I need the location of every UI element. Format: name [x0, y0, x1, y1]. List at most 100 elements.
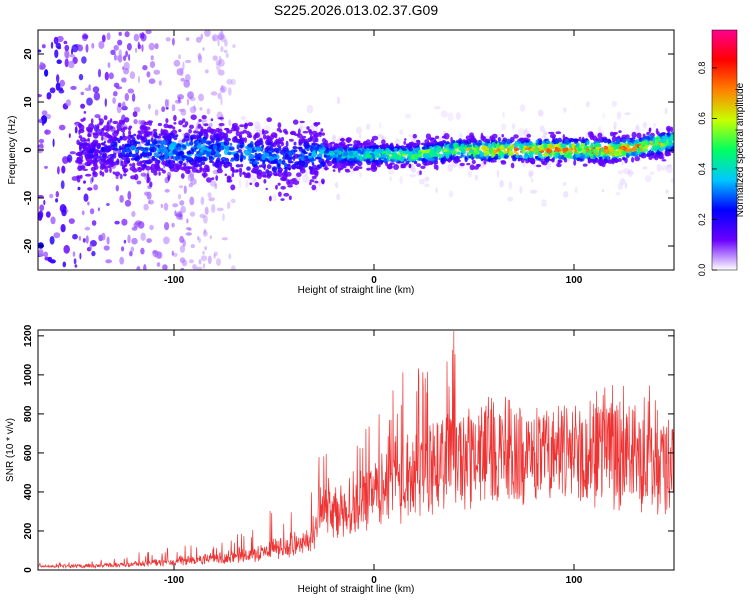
spectrogram-cell — [187, 156, 192, 160]
spectrogram-cell — [170, 141, 177, 148]
spectrogram-cell — [474, 145, 478, 148]
spectrogram-cell — [171, 104, 176, 112]
colorbar-label: Normalized spectral amplitude — [735, 82, 746, 217]
spectrogram-cell — [318, 180, 321, 187]
spectrogram-cell — [366, 142, 371, 147]
spectrogram-cell — [634, 155, 640, 162]
spectrogram-cell — [203, 228, 206, 235]
spectrogram-cell — [199, 213, 206, 219]
spectrogram-cell — [267, 135, 270, 142]
spectrogram-cell — [136, 161, 142, 167]
spectrogram-cell — [129, 250, 133, 257]
spectrogram-cell — [311, 158, 317, 162]
x-tick-label: 100 — [566, 275, 583, 286]
spectrogram-cell — [103, 115, 108, 121]
spectrogram-cell — [640, 152, 647, 159]
spectrogram-cell — [198, 119, 202, 122]
spectrogram-cell — [198, 163, 203, 168]
spectrogram-cell — [491, 142, 497, 148]
spectrogram-cell — [123, 55, 127, 61]
spectrogram-cell — [242, 129, 248, 134]
spectrogram-cell — [235, 130, 240, 137]
spectrogram-cell — [519, 186, 523, 194]
spectrogram-cell — [158, 171, 161, 176]
y-tick-label: 0 — [23, 147, 34, 153]
spectrogram-cell — [127, 234, 131, 244]
spectrogram-cell — [480, 132, 484, 139]
spectrogram-cell — [613, 159, 619, 162]
spectrogram-cell — [180, 267, 185, 270]
spectrogram-cell — [68, 218, 75, 225]
colorbar-ticks: 0.0 0.2 0.4 0.6 0.8 — [697, 62, 717, 276]
spectrogram-cell — [73, 258, 77, 265]
spectrogram-cell — [297, 128, 301, 135]
spectrogram-cell — [291, 164, 296, 170]
spectrogram-cell — [69, 151, 76, 155]
spectrogram-cell — [612, 132, 616, 138]
spectrogram-cell — [366, 167, 371, 171]
spectrogram-cell — [153, 152, 160, 158]
spectrogram-cell — [226, 161, 230, 165]
spectrogram-cell — [189, 211, 196, 217]
spectrogram-cell — [162, 146, 167, 151]
spectrogram-cell — [617, 182, 624, 191]
spectrogram-cell — [554, 139, 560, 144]
spectrogram-cell — [645, 175, 652, 183]
spectrogram-cell — [541, 199, 547, 208]
spectrogram-cell — [98, 155, 103, 160]
spectrogram-cell — [381, 139, 386, 145]
spectrogram-cell — [482, 136, 487, 143]
spectrogram-cell — [635, 124, 640, 130]
colorbar-tick-label: 0.2 — [697, 213, 707, 226]
spectrogram-cell — [246, 172, 251, 177]
spectrogram-cell — [191, 167, 199, 173]
spectrogram-cell — [83, 193, 89, 202]
spectrogram-cell — [626, 143, 630, 148]
spectrogram-cell — [455, 155, 460, 162]
spectrogram-cell — [128, 129, 132, 136]
spectrogram-cell — [130, 134, 134, 138]
spectrogram-cell — [141, 124, 146, 130]
spectrogram-cell — [322, 138, 327, 143]
spectrogram-cell — [554, 152, 559, 158]
spectrogram-cell — [145, 126, 151, 131]
spectrogram-cell — [553, 143, 560, 147]
spectrogram-cell — [114, 220, 120, 225]
spectrogram-cell — [573, 138, 579, 144]
spectrogram-cell — [122, 101, 126, 109]
spectrogram-cell — [302, 174, 309, 184]
spectrogram-cell — [356, 140, 360, 144]
spectrogram-cell — [357, 160, 363, 167]
spectrogram-cell — [412, 133, 417, 139]
spectrogram-cell — [500, 144, 503, 150]
spectrogram-cell — [373, 145, 379, 149]
spectrogram-cell — [417, 154, 423, 158]
spectrogram-cell — [649, 149, 652, 154]
spectrogram-cell — [519, 104, 526, 112]
spectrogram-cell — [501, 123, 507, 131]
spectrogram-cell — [298, 162, 305, 166]
spectrogram-cell — [555, 131, 562, 135]
spectrogram-cell — [218, 122, 225, 127]
spectrogram-cell — [613, 146, 617, 151]
spectrogram-cell — [107, 125, 114, 130]
spectrogram-cell — [109, 118, 113, 123]
spectrogram-cell — [389, 143, 393, 149]
spectrogram-cell — [336, 143, 342, 148]
spectrogram-cell — [639, 141, 645, 145]
spectrogram-cell — [112, 97, 116, 104]
spectrogram-cell — [143, 152, 148, 158]
spectrogram-cell — [331, 158, 336, 165]
spectrogram-cell — [202, 250, 205, 255]
colorbar-gradient — [711, 29, 738, 271]
spectrogram-cell — [174, 210, 177, 217]
spectrogram-cell — [309, 179, 315, 183]
spectrogram-cell — [544, 157, 551, 161]
spectrogram-cell — [324, 159, 330, 164]
spectrogram-cell — [475, 142, 482, 146]
spectrogram-y-label: Frequency (Hz) — [7, 116, 18, 185]
spectrogram-cell — [217, 69, 225, 76]
spectrogram-cell — [542, 129, 548, 139]
spectrogram-cell — [45, 211, 51, 218]
spectrogram-cell — [573, 159, 577, 166]
